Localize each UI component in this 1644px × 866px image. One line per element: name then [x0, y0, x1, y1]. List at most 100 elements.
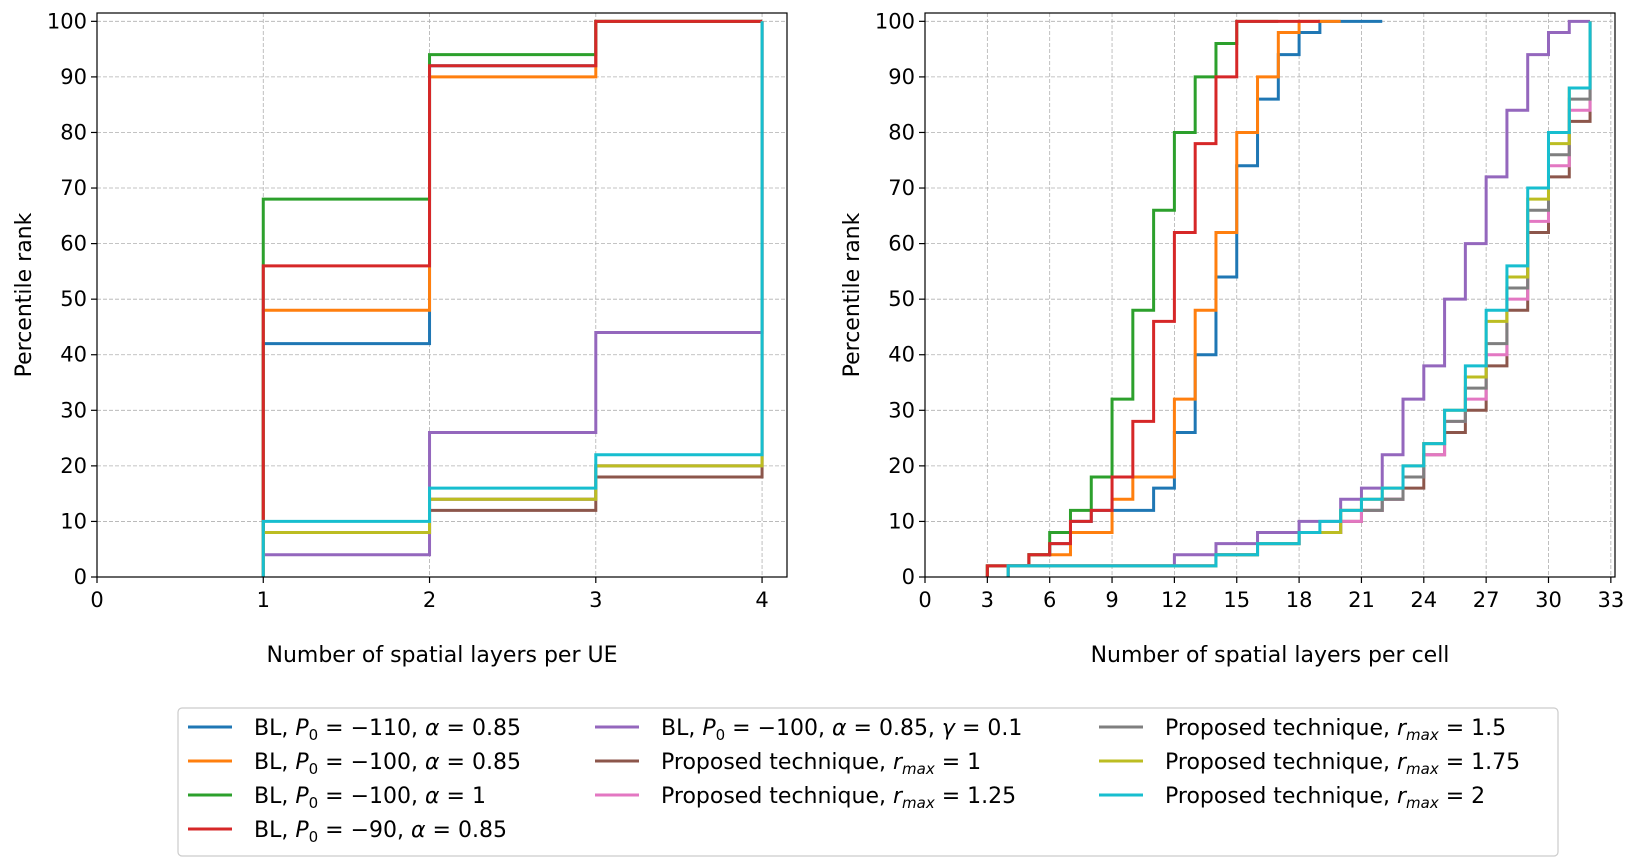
legend-text-part: = 1.25	[935, 784, 1016, 809]
legend-text-part: P	[295, 784, 309, 809]
x-tick-label: 30	[1535, 588, 1562, 612]
legend-text-part: max	[902, 794, 935, 812]
x-tick-label: 27	[1473, 588, 1500, 612]
series-line-bl_gamma	[261, 21, 764, 577]
right-chart-panel: 0 3 6 9 12 15 18 21 24 27 30 33 0 10 20 30 40 50 60 70 80 90 1…	[840, 9, 1624, 668]
legend: BL, P0 = −110, α = 0.85 BL, P0 = −100, α …	[177, 707, 1559, 857]
legend-text-part: = −100,	[318, 750, 425, 775]
series-line-prop_175	[261, 21, 764, 577]
legend-text-part: 0	[309, 760, 319, 778]
legend-text-part: Proposed technique,	[661, 750, 893, 775]
y-tick-label: 0	[902, 565, 915, 589]
y-tick-label: 60	[60, 232, 87, 256]
legend-text-part: BL,	[254, 784, 295, 809]
legend-text-part: γ	[942, 716, 956, 741]
legend-label-prop_125: Proposed technique, rmax = 1.25	[661, 784, 1016, 812]
series-line-prop_2	[261, 21, 764, 577]
legend-text-part: max	[1406, 726, 1439, 744]
legend-label-bl_p100: BL, P0 = −100, α = 0.85	[254, 750, 521, 778]
legend-text-part: = 0.85	[440, 750, 521, 775]
y-tick-label: 50	[60, 287, 87, 311]
legend-text-part: α	[425, 750, 440, 775]
x-tick-label: 6	[1043, 588, 1056, 612]
y-tick-label: 70	[888, 176, 915, 200]
series-line-bl_p90	[261, 19, 763, 522]
legend-text-part: = 0.1	[955, 716, 1022, 741]
y-tick-label: 20	[60, 454, 87, 478]
series-line-bl_gamma	[1006, 19, 1591, 577]
legend-label-prop_15: Proposed technique, rmax = 1.5	[1165, 716, 1506, 744]
legend-text-part: P	[295, 750, 309, 775]
series-line-prop_2	[1006, 21, 1592, 577]
legend-text-part: = 1	[935, 750, 981, 775]
x-tick-label: 2	[423, 588, 436, 612]
x-tick-label: 15	[1223, 588, 1250, 612]
legend-text-part: = 1	[440, 784, 486, 809]
legend-text-part: α	[425, 784, 440, 809]
legend-text-part: r	[1397, 784, 1408, 809]
y-tick-label: 50	[888, 287, 915, 311]
legend-text-part: α	[425, 716, 440, 741]
y-tick-label: 80	[60, 120, 87, 144]
legend-label-prop_175: Proposed technique, rmax = 1.75	[1165, 750, 1520, 778]
y-tick-label: 70	[60, 176, 87, 200]
legend-text-part: 0	[309, 828, 319, 846]
y-axis-title: Percentile rank	[12, 212, 37, 377]
legend-label-bl_p100_a1: BL, P0 = −100, α = 1	[254, 784, 486, 812]
legend-label-bl_p110: BL, P0 = −110, α = 0.85	[254, 716, 521, 744]
legend-box	[177, 707, 1559, 857]
legend-text-part: r	[893, 784, 904, 809]
legend-text-part: max	[1406, 794, 1439, 812]
legend-text-part: 0	[309, 794, 319, 812]
x-tick-label: 0	[918, 588, 931, 612]
y-tick-label: 0	[74, 565, 87, 589]
plot-frame	[924, 12, 1616, 578]
legend-text-part: P	[702, 716, 716, 741]
legend-text-part: = 0.85,	[847, 716, 942, 741]
legend-text-part: = 1.5	[1439, 716, 1506, 741]
legend-label-bl_p90: BL, P0 = −90, α = 0.85	[254, 818, 507, 846]
legend-text-part: = −90,	[318, 818, 411, 843]
legend-text-part: α	[832, 716, 847, 741]
x-tick-label: 12	[1161, 588, 1188, 612]
legend-text-part: = 1.75	[1439, 750, 1520, 775]
legend-text-part: = 2	[1439, 784, 1485, 809]
legend-text-part: = −100,	[725, 716, 832, 741]
x-tick-label: 0	[90, 588, 103, 612]
y-tick-label: 80	[888, 120, 915, 144]
y-axis-title: Percentile rank	[840, 212, 865, 377]
legend-text-part: BL,	[661, 716, 702, 741]
legend-text-part: = 0.85	[426, 818, 507, 843]
x-tick-label: 4	[755, 588, 768, 612]
series-line-bl_p90	[985, 19, 1320, 577]
legend-text-part: 0	[309, 726, 319, 744]
y-tick-label: 100	[875, 9, 915, 33]
y-tick-label: 90	[888, 65, 915, 89]
y-tick-label: 60	[888, 232, 915, 256]
y-tick-label: 30	[888, 398, 915, 422]
legend-text-part: r	[1397, 716, 1408, 741]
legend-text-part: P	[295, 716, 309, 741]
y-tick-label: 40	[888, 343, 915, 367]
x-tick-label: 18	[1286, 588, 1313, 612]
y-tick-label: 40	[60, 343, 87, 367]
legend-text-part: BL,	[254, 716, 295, 741]
x-tick-label: 3	[981, 588, 994, 612]
x-tick-label: 3	[589, 588, 602, 612]
legend-text-part: BL,	[254, 750, 295, 775]
legend-text-part: = 0.85	[440, 716, 521, 741]
legend-label-bl_gamma: BL, P0 = −100, α = 0.85, γ = 0.1	[661, 716, 1022, 744]
legend-text-part: Proposed technique,	[1165, 716, 1397, 741]
y-tick-label: 100	[47, 9, 87, 33]
x-tick-label: 9	[1105, 588, 1118, 612]
y-tick-label: 10	[60, 509, 87, 533]
legend-text-part: P	[295, 818, 309, 843]
legend-text-part: r	[1397, 750, 1408, 775]
legend-text-part: Proposed technique,	[661, 784, 893, 809]
x-axis-title: Number of spatial layers per cell	[1091, 643, 1450, 668]
x-tick-label: 24	[1410, 588, 1437, 612]
plot-frame	[96, 12, 788, 578]
y-tick-label: 30	[60, 398, 87, 422]
legend-text-part: BL,	[254, 818, 295, 843]
